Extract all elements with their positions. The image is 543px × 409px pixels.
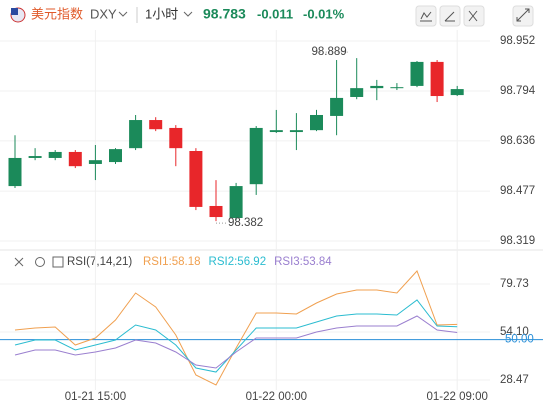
candle-body xyxy=(209,205,223,218)
legend-entry: RSI3:53.84 xyxy=(274,256,332,268)
y-tick-label: 98.477 xyxy=(500,185,535,197)
candle-body xyxy=(189,151,203,207)
candle-body xyxy=(8,157,22,187)
candle-body xyxy=(350,88,364,97)
tool-button[interactable] xyxy=(463,5,485,27)
rsi-line xyxy=(14,299,458,373)
candle-body xyxy=(48,151,62,158)
symbol: DXY xyxy=(90,6,117,21)
candle-body xyxy=(330,97,344,116)
candle-body xyxy=(28,156,42,158)
legend-entry: RSI1:58.18 xyxy=(143,256,201,268)
x-tick-label: 01-22 00:00 xyxy=(246,391,307,403)
candle-body xyxy=(68,151,82,167)
y-tick-label: 98.794 xyxy=(500,85,536,97)
price: 98.783 xyxy=(203,6,246,22)
candle-body xyxy=(450,89,464,96)
candle-body xyxy=(430,61,444,97)
legend-entry: RSI2:56.92 xyxy=(209,256,267,268)
rsi-line xyxy=(14,270,458,386)
rsi-tools xyxy=(14,256,64,268)
x-tick-label: 01-22 09:00 xyxy=(427,391,488,403)
index-name[interactable]: 美元指数 xyxy=(31,6,83,21)
toolbar xyxy=(415,5,534,27)
tool-button[interactable] xyxy=(512,5,534,27)
interval[interactable]: 1小时 xyxy=(145,6,178,21)
candle-body xyxy=(229,186,243,218)
candle-body xyxy=(289,130,303,133)
y-tick-label: 28.47 xyxy=(500,374,529,386)
change: -0.011 xyxy=(257,6,293,21)
candle-body xyxy=(249,127,263,185)
y-tick-label: 98.952 xyxy=(500,35,535,47)
candle-body xyxy=(269,130,283,133)
candle-body xyxy=(370,85,384,89)
candle-body xyxy=(149,120,163,130)
reference-label: 50.00 xyxy=(505,334,534,346)
x-tick-label: 01-21 15:00 xyxy=(65,391,126,403)
flag-canton xyxy=(11,8,18,15)
settings-icon[interactable] xyxy=(35,257,45,267)
candle-body xyxy=(310,114,323,131)
dropdown[interactable] xyxy=(183,11,193,17)
toggle-icon[interactable] xyxy=(52,256,64,268)
header: 美元指数 DXY 1小时 98.783 -0.011 -0.01% xyxy=(10,5,534,27)
candle-body xyxy=(169,127,183,149)
tool-icons xyxy=(420,8,530,22)
candle-body xyxy=(129,120,143,149)
change-pct: -0.01% xyxy=(303,6,345,21)
candle-body xyxy=(390,87,404,89)
low-label: 98.382 xyxy=(228,217,263,229)
y-tick-label: 98.636 xyxy=(500,135,535,147)
y-tick-label: 98.319 xyxy=(500,235,535,247)
y-tick-label: 79.73 xyxy=(500,278,529,290)
candle-body xyxy=(410,61,424,86)
rsi-line xyxy=(14,315,458,369)
candle-body xyxy=(88,160,102,164)
close-icon[interactable] xyxy=(14,257,24,267)
rsi-title: RSI(7,14,21) xyxy=(67,256,132,268)
dropdown[interactable] xyxy=(118,11,128,17)
y-tick-label: 54.10 xyxy=(500,326,529,338)
high-label: 98.889 xyxy=(312,46,347,58)
candle-body xyxy=(109,149,122,163)
